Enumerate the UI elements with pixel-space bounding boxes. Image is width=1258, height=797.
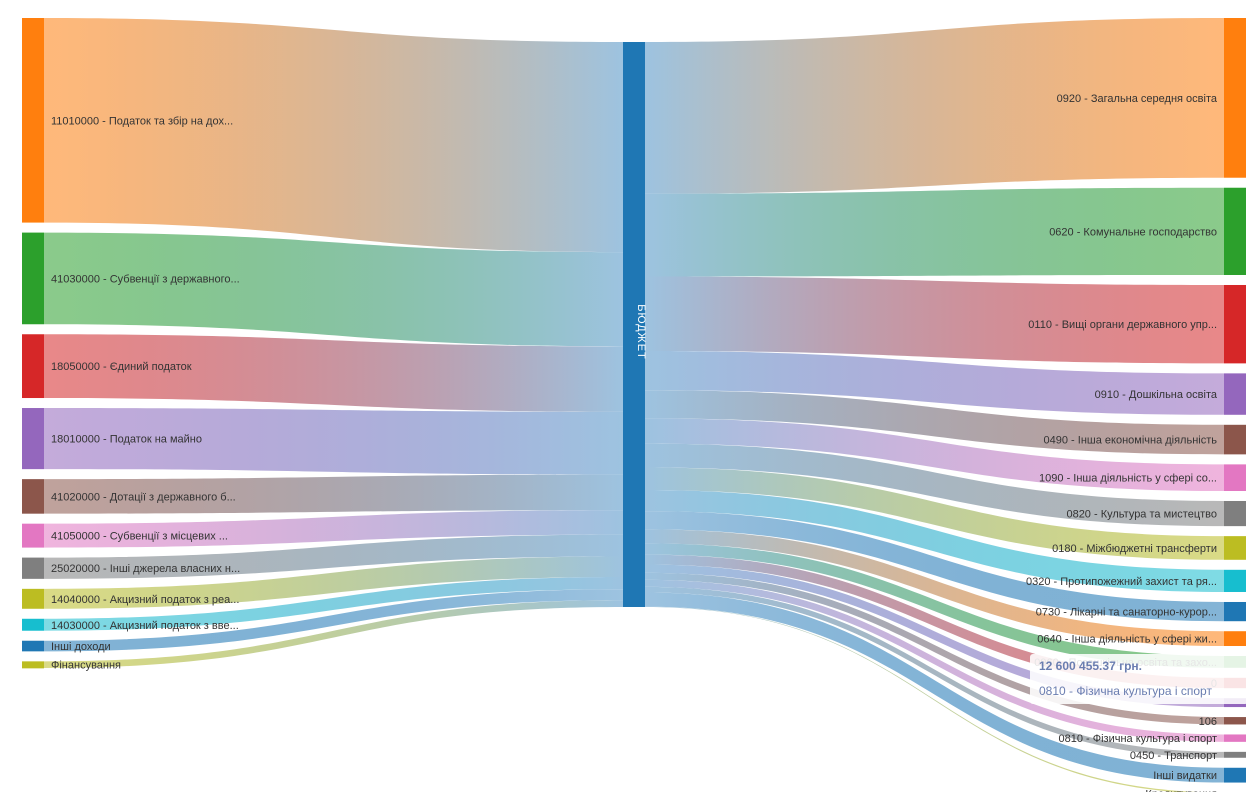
source-label-8: 14030000 - Акцизний податок з вве...: [51, 620, 239, 632]
target-node-4: [1224, 424, 1246, 455]
tooltip: 12 600 455.37 грн. 0810 - Фізична культу…: [1030, 654, 1248, 704]
source-label-10: Фінансування: [51, 660, 121, 672]
target-label-18: Кредитування: [1145, 788, 1217, 792]
link-source-5: [44, 510, 623, 548]
target-label-4: 0490 - Інша економічна діяльність: [1044, 435, 1218, 447]
target-label-16: 0450 - Транспорт: [1130, 750, 1217, 762]
target-label-14: 106: [1199, 716, 1217, 728]
link-source-2: [44, 334, 623, 412]
source-node-7: [22, 588, 44, 609]
source-label-3: 18010000 - Податок на майно: [51, 434, 202, 446]
link-target-11: [645, 543, 1224, 668]
source-label-5: 41050000 - Субвенції з місцевих ...: [51, 531, 228, 543]
link-source-3: [44, 408, 623, 475]
target-label-10: 0640 - Інша діяльність у сфері жи...: [1037, 634, 1217, 646]
target-label-9: 0730 - Лікарні та санаторно-курор...: [1036, 607, 1217, 619]
source-node-3: [22, 408, 44, 470]
source-node-9: [22, 640, 44, 652]
link-target-4: [645, 390, 1224, 455]
link-target-10: [645, 529, 1224, 647]
target-node-7: [1224, 536, 1246, 560]
link-target-1: [645, 187, 1224, 277]
link-target-5: [645, 418, 1224, 491]
link-target-13: [645, 564, 1224, 708]
target-label-0: 0920 - Загальна середня освіта: [1057, 93, 1218, 105]
target-label-17: Інші видатки: [1153, 770, 1217, 782]
source-node-0: [22, 18, 44, 223]
link-target-9: [645, 511, 1224, 622]
target-node-3: [1224, 373, 1246, 415]
target-label-2: 0110 - Вищі органи державного упр...: [1028, 319, 1217, 331]
link-target-18: [645, 606, 1224, 794]
link-source-8: [44, 576, 623, 631]
link-source-1: [44, 232, 623, 347]
target-label-5: 1090 - Інша діяльність у сфері со...: [1039, 473, 1217, 485]
source-node-6: [22, 557, 44, 579]
target-label-6: 0820 - Культура та мистецтво: [1066, 509, 1217, 521]
target-node-8: [1224, 569, 1246, 592]
link-source-10: [44, 600, 623, 668]
source-label-0: 11010000 - Податок та збір на дох...: [51, 115, 233, 127]
link-source-4: [44, 474, 623, 514]
target-node-1: [1224, 187, 1246, 275]
link-target-16: [645, 586, 1224, 758]
source-label-1: 41030000 - Субвенції з державного...: [51, 273, 240, 285]
target-label-15: 0810 - Фізична культура і спорт: [1058, 733, 1217, 745]
source-label-6: 25020000 - Інші джерела власних н...: [51, 563, 240, 575]
source-label-7: 14040000 - Акцизний податок з реа...: [51, 594, 239, 606]
target-label-7: 0180 - Міжбюджетні трансферти: [1052, 543, 1217, 555]
link-target-6: [645, 443, 1224, 527]
link-source-6: [44, 534, 623, 579]
link-target-8: [645, 490, 1224, 592]
link-target-3: [645, 350, 1224, 415]
target-node-2: [1224, 284, 1246, 364]
tooltip-value: 12 600 455.37 грн.: [1039, 659, 1142, 673]
link-target-17: [645, 592, 1224, 783]
source-label-9: Інші доходи: [51, 641, 111, 653]
link-source-9: [44, 589, 623, 652]
source-label-4: 41020000 - Дотації з державного б...: [51, 491, 236, 503]
source-node-5: [22, 523, 44, 548]
source-node-4: [22, 479, 44, 514]
center-node: [623, 42, 645, 607]
link-target-14: [645, 572, 1224, 725]
target-node-9: [1224, 601, 1246, 622]
link-target-15: [645, 579, 1224, 742]
link-source-0: [44, 18, 623, 253]
links: [44, 18, 1224, 794]
source-node-8: [22, 618, 44, 631]
source-node-2: [22, 334, 44, 399]
target-node-6: [1224, 500, 1246, 527]
tooltip-name: 0810 - Фізична культура і спорт: [1039, 684, 1212, 698]
center-label: БЮДЖЕТ: [635, 304, 647, 360]
link-target-7: [645, 467, 1224, 560]
link-target-0: [645, 18, 1224, 194]
target-node-15: [1224, 734, 1246, 742]
source-label-2: 18050000 - Єдиний податок: [51, 361, 192, 373]
target-node-0: [1224, 18, 1246, 178]
link-target-2: [645, 276, 1224, 364]
link-source-7: [44, 556, 623, 609]
source-node-1: [22, 232, 44, 325]
target-label-8: 0320 - Протипожежний захист та ря...: [1026, 576, 1217, 588]
target-node-10: [1224, 631, 1246, 647]
target-node-14: [1224, 717, 1246, 725]
target-label-1: 0620 - Комунальне господарство: [1049, 226, 1217, 238]
source-node-10: [22, 661, 44, 669]
link-target-12: [645, 554, 1224, 689]
target-node-17: [1224, 767, 1246, 783]
target-label-3: 0910 - Дошкільна освіта: [1095, 389, 1218, 401]
target-node-5: [1224, 464, 1246, 491]
target-node-16: [1224, 751, 1246, 758]
